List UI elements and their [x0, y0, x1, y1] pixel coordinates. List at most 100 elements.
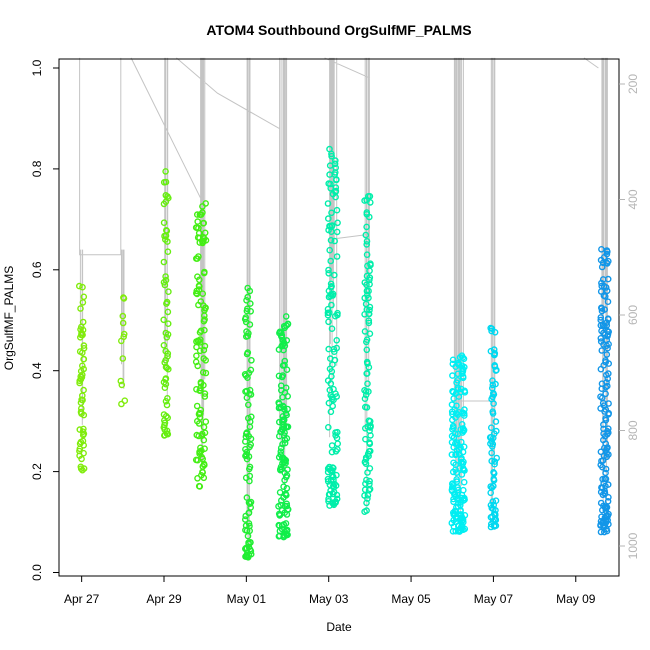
- data-point: [362, 435, 369, 443]
- data-point: [601, 408, 608, 415]
- data-point: [598, 457, 605, 465]
- y-tick-label: 0.6: [30, 261, 44, 278]
- data-point: [325, 269, 333, 277]
- data-point: [162, 273, 169, 280]
- data-point: [280, 403, 288, 411]
- data-point: [160, 341, 168, 349]
- data-point: [164, 248, 172, 255]
- data-point: [333, 344, 341, 352]
- data-point: [449, 372, 456, 379]
- data-point: [276, 527, 284, 535]
- data-point: [367, 261, 374, 269]
- x-tick-label: Apr 29: [146, 592, 182, 606]
- data-point: [76, 348, 84, 355]
- data-point: [283, 511, 291, 518]
- data-point: [491, 460, 498, 468]
- data-point: [76, 282, 83, 290]
- data-point: [284, 423, 292, 431]
- data-point: [162, 168, 169, 175]
- data-point: [365, 319, 373, 327]
- data-point: [196, 336, 204, 343]
- right-tick-label: 400: [626, 189, 640, 209]
- data-point: [328, 209, 335, 217]
- data-point: [327, 180, 334, 188]
- data-point: [491, 351, 498, 358]
- data-point: [193, 287, 200, 295]
- data-point: [196, 414, 204, 421]
- data-point: [492, 418, 500, 425]
- data-point: [164, 414, 171, 422]
- data-point: [361, 395, 369, 403]
- data-point: [451, 430, 459, 438]
- data-point: [80, 365, 87, 373]
- x-tick-label: May 07: [474, 592, 514, 606]
- data-point: [275, 346, 283, 353]
- data-point: [329, 464, 337, 471]
- data-point: [363, 358, 371, 366]
- data-point: [363, 210, 371, 218]
- data-point: [597, 518, 605, 525]
- data-point: [80, 342, 88, 349]
- data-point: [201, 306, 208, 314]
- data-point: [334, 311, 341, 319]
- data-point: [597, 528, 605, 536]
- data-point: [363, 281, 370, 289]
- data-point: [327, 236, 335, 244]
- data-point: [162, 226, 170, 234]
- data-point: [243, 387, 251, 395]
- data-point: [449, 468, 457, 476]
- data-point: [487, 324, 495, 332]
- data-point: [247, 391, 255, 398]
- data-point: [362, 480, 369, 488]
- data-point: [121, 397, 129, 405]
- data-point: [197, 444, 204, 452]
- data-point: [331, 160, 339, 168]
- data-point: [275, 432, 283, 440]
- data-point: [488, 437, 495, 445]
- y-tick-label: 0.4: [30, 362, 44, 379]
- data-point: [452, 461, 460, 469]
- data-point: [120, 330, 128, 338]
- data-point: [164, 308, 172, 316]
- data-point: [327, 408, 335, 416]
- data-point: [598, 279, 605, 287]
- data-point: [604, 344, 611, 352]
- data-point: [491, 328, 499, 336]
- data-point: [279, 440, 286, 448]
- x-tick-label: Apr 27: [64, 592, 100, 606]
- data-point: [199, 209, 206, 216]
- data-point: [458, 518, 466, 526]
- data-point: [244, 284, 251, 292]
- data-point: [600, 502, 607, 510]
- data-point: [332, 193, 339, 201]
- data-point: [597, 488, 605, 496]
- data-point: [244, 349, 252, 356]
- data-point: [199, 369, 207, 376]
- y-tick-label: 1.0: [30, 59, 44, 76]
- data-point: [160, 219, 168, 226]
- data-point: [363, 404, 371, 411]
- data-point: [278, 373, 286, 381]
- data-point: [598, 304, 605, 312]
- data-point: [194, 218, 201, 225]
- data-point: [361, 508, 368, 516]
- data-point: [195, 432, 202, 440]
- data-point: [247, 366, 255, 374]
- data-point: [364, 450, 372, 458]
- data-point: [164, 320, 172, 328]
- data-point: [244, 401, 252, 409]
- data-point: [459, 373, 467, 380]
- data-point: [329, 292, 337, 299]
- data-point: [79, 431, 87, 439]
- data-point: [200, 346, 208, 354]
- data-point: [604, 315, 612, 323]
- data-point: [600, 430, 607, 438]
- data-point: [489, 381, 497, 389]
- data-point: [460, 410, 468, 417]
- data-point: [79, 392, 86, 399]
- data-point: [602, 390, 609, 398]
- data-point: [330, 484, 338, 491]
- x-tick-label: May 05: [391, 592, 431, 606]
- data-point: [76, 379, 83, 387]
- data-point: [79, 396, 86, 404]
